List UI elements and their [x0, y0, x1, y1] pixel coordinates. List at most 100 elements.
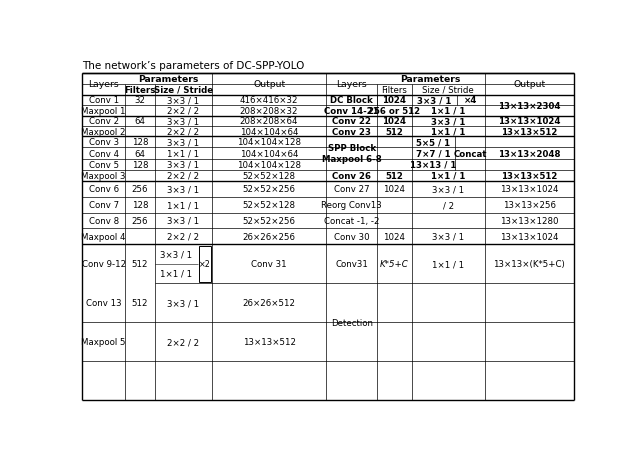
Text: 1024: 1024 — [383, 232, 405, 241]
Text: Conv 30: Conv 30 — [334, 232, 369, 241]
Text: 416×416×32: 416×416×32 — [240, 96, 298, 105]
Text: 128: 128 — [132, 200, 148, 210]
Text: 13×13×1024: 13×13×1024 — [498, 117, 561, 126]
Text: 3×3 / 1: 3×3 / 1 — [168, 160, 200, 169]
Text: 52×52×256: 52×52×256 — [243, 217, 296, 225]
Text: 512: 512 — [132, 299, 148, 307]
Text: 1×1 / 1: 1×1 / 1 — [161, 269, 193, 278]
Text: 2×2 / 2: 2×2 / 2 — [168, 338, 200, 346]
Text: 512: 512 — [132, 260, 148, 269]
Text: 13×13×512: 13×13×512 — [501, 127, 557, 136]
Text: Conv 7: Conv 7 — [88, 200, 118, 210]
Text: 32: 32 — [134, 96, 145, 105]
Text: 208×208×32: 208×208×32 — [240, 106, 298, 116]
Text: Conv31: Conv31 — [335, 260, 368, 269]
Text: SPP Block
Maxpool 6-8: SPP Block Maxpool 6-8 — [322, 144, 381, 163]
Text: Detection: Detection — [331, 318, 372, 327]
Text: 512: 512 — [385, 127, 403, 136]
Text: Maxpool 5: Maxpool 5 — [81, 338, 126, 346]
Text: Concat -1, -2: Concat -1, -2 — [324, 217, 380, 225]
Text: DC Block
Conv 14-21: DC Block Conv 14-21 — [324, 96, 379, 116]
Text: Layers: Layers — [336, 80, 367, 89]
Text: 3×3 / 1: 3×3 / 1 — [431, 117, 465, 126]
Text: Conv 8: Conv 8 — [88, 217, 118, 225]
Text: Conv 2: Conv 2 — [88, 117, 118, 126]
Text: 256: 256 — [132, 185, 148, 194]
Text: 128: 128 — [132, 138, 148, 147]
Text: 64: 64 — [134, 117, 145, 126]
Text: Output: Output — [513, 80, 545, 89]
Text: 2×2 / 2: 2×2 / 2 — [168, 106, 200, 116]
Text: Concat: Concat — [453, 149, 487, 158]
Text: Conv 26: Conv 26 — [332, 171, 371, 181]
Text: 2×2 / 2: 2×2 / 2 — [168, 127, 200, 136]
Text: 3×3 / 1: 3×3 / 1 — [168, 185, 200, 194]
Text: 5×5 / 1: 5×5 / 1 — [417, 138, 451, 147]
Text: 13×13 / 1: 13×13 / 1 — [410, 160, 457, 169]
Text: Filters: Filters — [381, 86, 407, 94]
Text: 13×13×2304: 13×13×2304 — [498, 101, 561, 110]
Text: Maxpool 2: Maxpool 2 — [81, 127, 126, 136]
Text: ×2: ×2 — [199, 260, 211, 269]
Text: 1×1 / 1: 1×1 / 1 — [431, 127, 465, 136]
Text: Conv 27: Conv 27 — [334, 185, 369, 194]
Text: 256 or 512: 256 or 512 — [368, 106, 420, 116]
Text: 1×1 / 1: 1×1 / 1 — [168, 149, 200, 158]
Text: 3×3 / 1: 3×3 / 1 — [417, 96, 451, 105]
Text: 2×2 / 2: 2×2 / 2 — [168, 171, 200, 181]
Text: 256: 256 — [132, 217, 148, 225]
Text: 52×52×256: 52×52×256 — [243, 185, 296, 194]
Text: Conv 3: Conv 3 — [88, 138, 118, 147]
Text: Reorg Conv13: Reorg Conv13 — [321, 200, 382, 210]
Text: Conv 5: Conv 5 — [88, 160, 118, 169]
Text: 13×13×512: 13×13×512 — [243, 338, 296, 346]
Text: 104×104×64: 104×104×64 — [240, 149, 298, 158]
Text: 208×208×64: 208×208×64 — [240, 117, 298, 126]
Text: Layers: Layers — [88, 80, 119, 89]
Text: 3×3 / 1: 3×3 / 1 — [168, 299, 200, 307]
Text: ×4: ×4 — [464, 96, 477, 105]
Text: 64: 64 — [134, 149, 145, 158]
Text: Filters: Filters — [124, 86, 156, 94]
Text: Conv 9-12: Conv 9-12 — [81, 260, 125, 269]
Text: Parameters: Parameters — [138, 75, 198, 84]
Text: Conv 1: Conv 1 — [88, 96, 118, 105]
Text: Conv 31: Conv 31 — [252, 260, 287, 269]
Text: 13×13×1024: 13×13×1024 — [500, 232, 558, 241]
Text: 512: 512 — [385, 171, 403, 181]
Text: K*5+C: K*5+C — [380, 260, 408, 269]
Text: 1024: 1024 — [382, 96, 406, 105]
Text: 13×13×2048: 13×13×2048 — [498, 149, 561, 158]
Text: Size / Stride: Size / Stride — [422, 86, 474, 94]
Text: 3×3 / 1: 3×3 / 1 — [168, 96, 200, 105]
Text: 1024: 1024 — [383, 185, 405, 194]
Text: Maxpool 1: Maxpool 1 — [81, 106, 126, 116]
Text: Conv 23: Conv 23 — [332, 127, 371, 136]
Text: 7×7 / 1: 7×7 / 1 — [416, 149, 451, 158]
Text: 1024: 1024 — [382, 117, 406, 126]
Text: The network’s parameters of DC-SPP-YOLO: The network’s parameters of DC-SPP-YOLO — [83, 61, 305, 71]
Text: Conv 4: Conv 4 — [88, 149, 118, 158]
Text: 1×1 / 1: 1×1 / 1 — [432, 260, 464, 269]
Text: 2×2 / 2: 2×2 / 2 — [168, 232, 200, 241]
Text: 13×13×(K*5+C): 13×13×(K*5+C) — [493, 260, 565, 269]
Text: Size / Stride: Size / Stride — [154, 86, 213, 94]
Text: Maxpool 3: Maxpool 3 — [81, 171, 126, 181]
Text: 52×52×128: 52×52×128 — [243, 200, 296, 210]
Text: 104×104×64: 104×104×64 — [240, 127, 298, 136]
Text: 13×13×256: 13×13×256 — [502, 200, 556, 210]
Text: 13×13×512: 13×13×512 — [501, 171, 557, 181]
Text: 1×1 / 1: 1×1 / 1 — [168, 200, 200, 210]
Text: 13×13×1280: 13×13×1280 — [500, 217, 558, 225]
Text: Parameters: Parameters — [401, 75, 461, 84]
Text: 1×1 / 1: 1×1 / 1 — [431, 106, 465, 116]
Text: Output: Output — [253, 80, 285, 89]
Text: 13×13×1024: 13×13×1024 — [500, 185, 558, 194]
Text: Conv 6: Conv 6 — [88, 185, 118, 194]
Text: 3×3 / 1: 3×3 / 1 — [168, 117, 200, 126]
Text: / 2: / 2 — [443, 200, 454, 210]
Text: 104×104×128: 104×104×128 — [237, 138, 301, 147]
Bar — [198, 246, 211, 282]
Text: Conv 22: Conv 22 — [332, 117, 371, 126]
Text: 26×26×256: 26×26×256 — [243, 232, 296, 241]
